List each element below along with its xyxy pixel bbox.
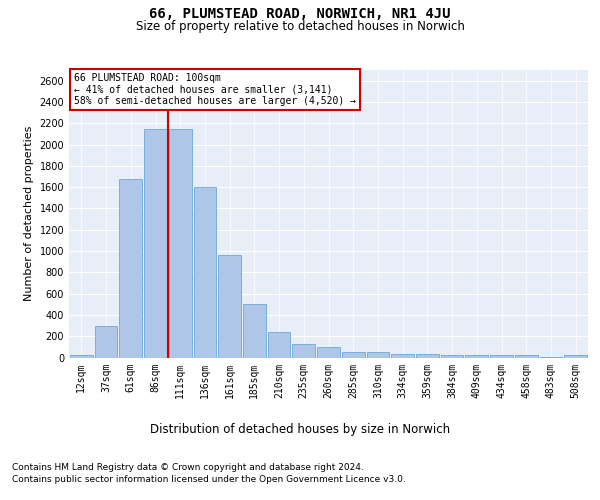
Bar <box>539 357 562 358</box>
Text: 66 PLUMSTEAD ROAD: 100sqm
← 41% of detached houses are smaller (3,141)
58% of se: 66 PLUMSTEAD ROAD: 100sqm ← 41% of detac… <box>74 73 356 106</box>
Bar <box>119 179 142 358</box>
Bar <box>144 128 167 358</box>
Bar <box>515 356 538 358</box>
Bar <box>391 354 414 358</box>
Text: Contains public sector information licensed under the Open Government Licence v3: Contains public sector information licen… <box>12 475 406 484</box>
Bar <box>243 304 266 358</box>
Bar <box>292 344 315 358</box>
Bar <box>564 355 587 358</box>
Bar <box>367 352 389 358</box>
Bar <box>490 356 513 358</box>
Text: 66, PLUMSTEAD ROAD, NORWICH, NR1 4JU: 66, PLUMSTEAD ROAD, NORWICH, NR1 4JU <box>149 8 451 22</box>
Bar <box>317 347 340 358</box>
Text: Distribution of detached houses by size in Norwich: Distribution of detached houses by size … <box>150 422 450 436</box>
Y-axis label: Number of detached properties: Number of detached properties <box>24 126 34 302</box>
Bar <box>95 326 118 358</box>
Bar <box>194 187 216 358</box>
Bar <box>70 355 93 358</box>
Bar <box>218 256 241 358</box>
Bar <box>342 352 365 358</box>
Bar <box>466 356 488 358</box>
Text: Contains HM Land Registry data © Crown copyright and database right 2024.: Contains HM Land Registry data © Crown c… <box>12 462 364 471</box>
Bar <box>441 356 463 358</box>
Text: Size of property relative to detached houses in Norwich: Size of property relative to detached ho… <box>136 20 464 33</box>
Bar <box>416 354 439 358</box>
Bar <box>268 332 290 357</box>
Bar <box>169 128 191 358</box>
